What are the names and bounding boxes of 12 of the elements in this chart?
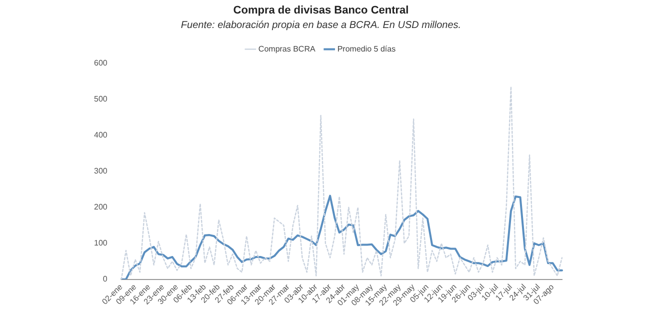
chart-subtitle: Fuente: elaboración propia en base a BCRA. En USD millones.: [180, 20, 462, 31]
y-tick-label: 400: [94, 130, 108, 140]
y-tick-label: 500: [94, 94, 108, 104]
y-tick-label: 600: [94, 58, 108, 68]
legend-label: Compras BCRA: [258, 44, 316, 54]
line-series: [120, 86, 563, 280]
y-tick-label: 300: [94, 166, 108, 176]
y-tick-label: 0: [102, 274, 108, 284]
chart-title: Compra de divisas Banco Central: [233, 4, 409, 17]
y-tick-label: 100: [94, 238, 108, 248]
y-tick-label: 200: [94, 202, 108, 212]
legend-label: Promedio 5 días: [337, 44, 396, 54]
